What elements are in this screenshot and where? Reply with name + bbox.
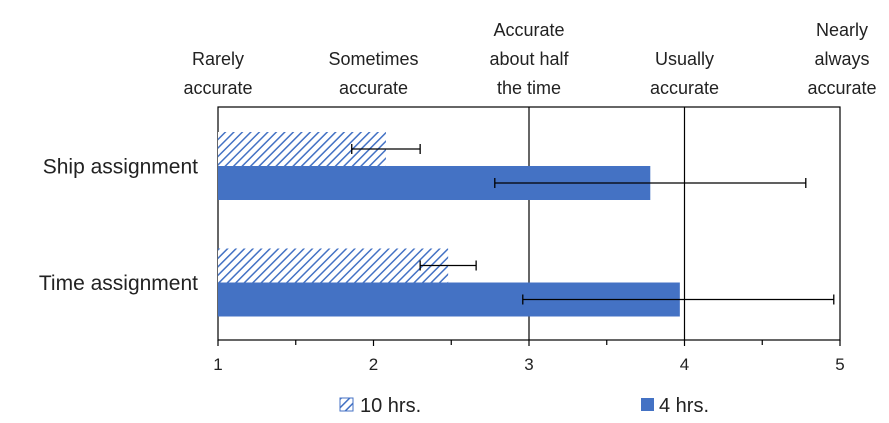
scale-label-line: Accurate (493, 20, 564, 40)
scale-label-line: always (814, 49, 869, 69)
x-tick-label-1: 1 (213, 355, 222, 374)
scale-label-4: Usually accurate (650, 49, 719, 98)
legend-label-0: 10 hrs. (360, 395, 421, 417)
scale-label-line: the time (497, 78, 561, 98)
x-tick-label-5: 5 (835, 355, 844, 374)
x-tick-label-4: 4 (680, 355, 689, 374)
category-label-0: Ship assignment (43, 155, 198, 178)
scale-label-line: accurate (807, 78, 876, 98)
legend-swatch-1 (641, 398, 654, 411)
legend-label-1: 4 hrs. (659, 395, 709, 417)
legend-swatch-0 (339, 397, 354, 412)
scale-label-line: accurate (650, 78, 719, 98)
scale-label-line: accurate (339, 78, 408, 98)
scale-label-3: Accurate about half the time (489, 20, 569, 98)
scale-label-line: Usually (655, 49, 714, 69)
scale-label-line: Sometimes (328, 49, 418, 69)
x-tick-label-3: 3 (524, 355, 533, 374)
scale-label-line: accurate (183, 78, 252, 98)
scale-label-5: Nearly always accurate (807, 20, 876, 98)
scale-label-2: Sometimes accurate (328, 49, 418, 98)
scale-label-line: about half (489, 49, 569, 69)
category-label-1: Time assignment (39, 272, 198, 295)
scale-label-line: Rarely (192, 49, 244, 69)
x-tick-label-2: 2 (369, 355, 378, 374)
scale-label-line: Nearly (816, 20, 868, 40)
scale-label-1: Rarely accurate (183, 49, 252, 98)
bar-hatched-1 (218, 248, 449, 283)
